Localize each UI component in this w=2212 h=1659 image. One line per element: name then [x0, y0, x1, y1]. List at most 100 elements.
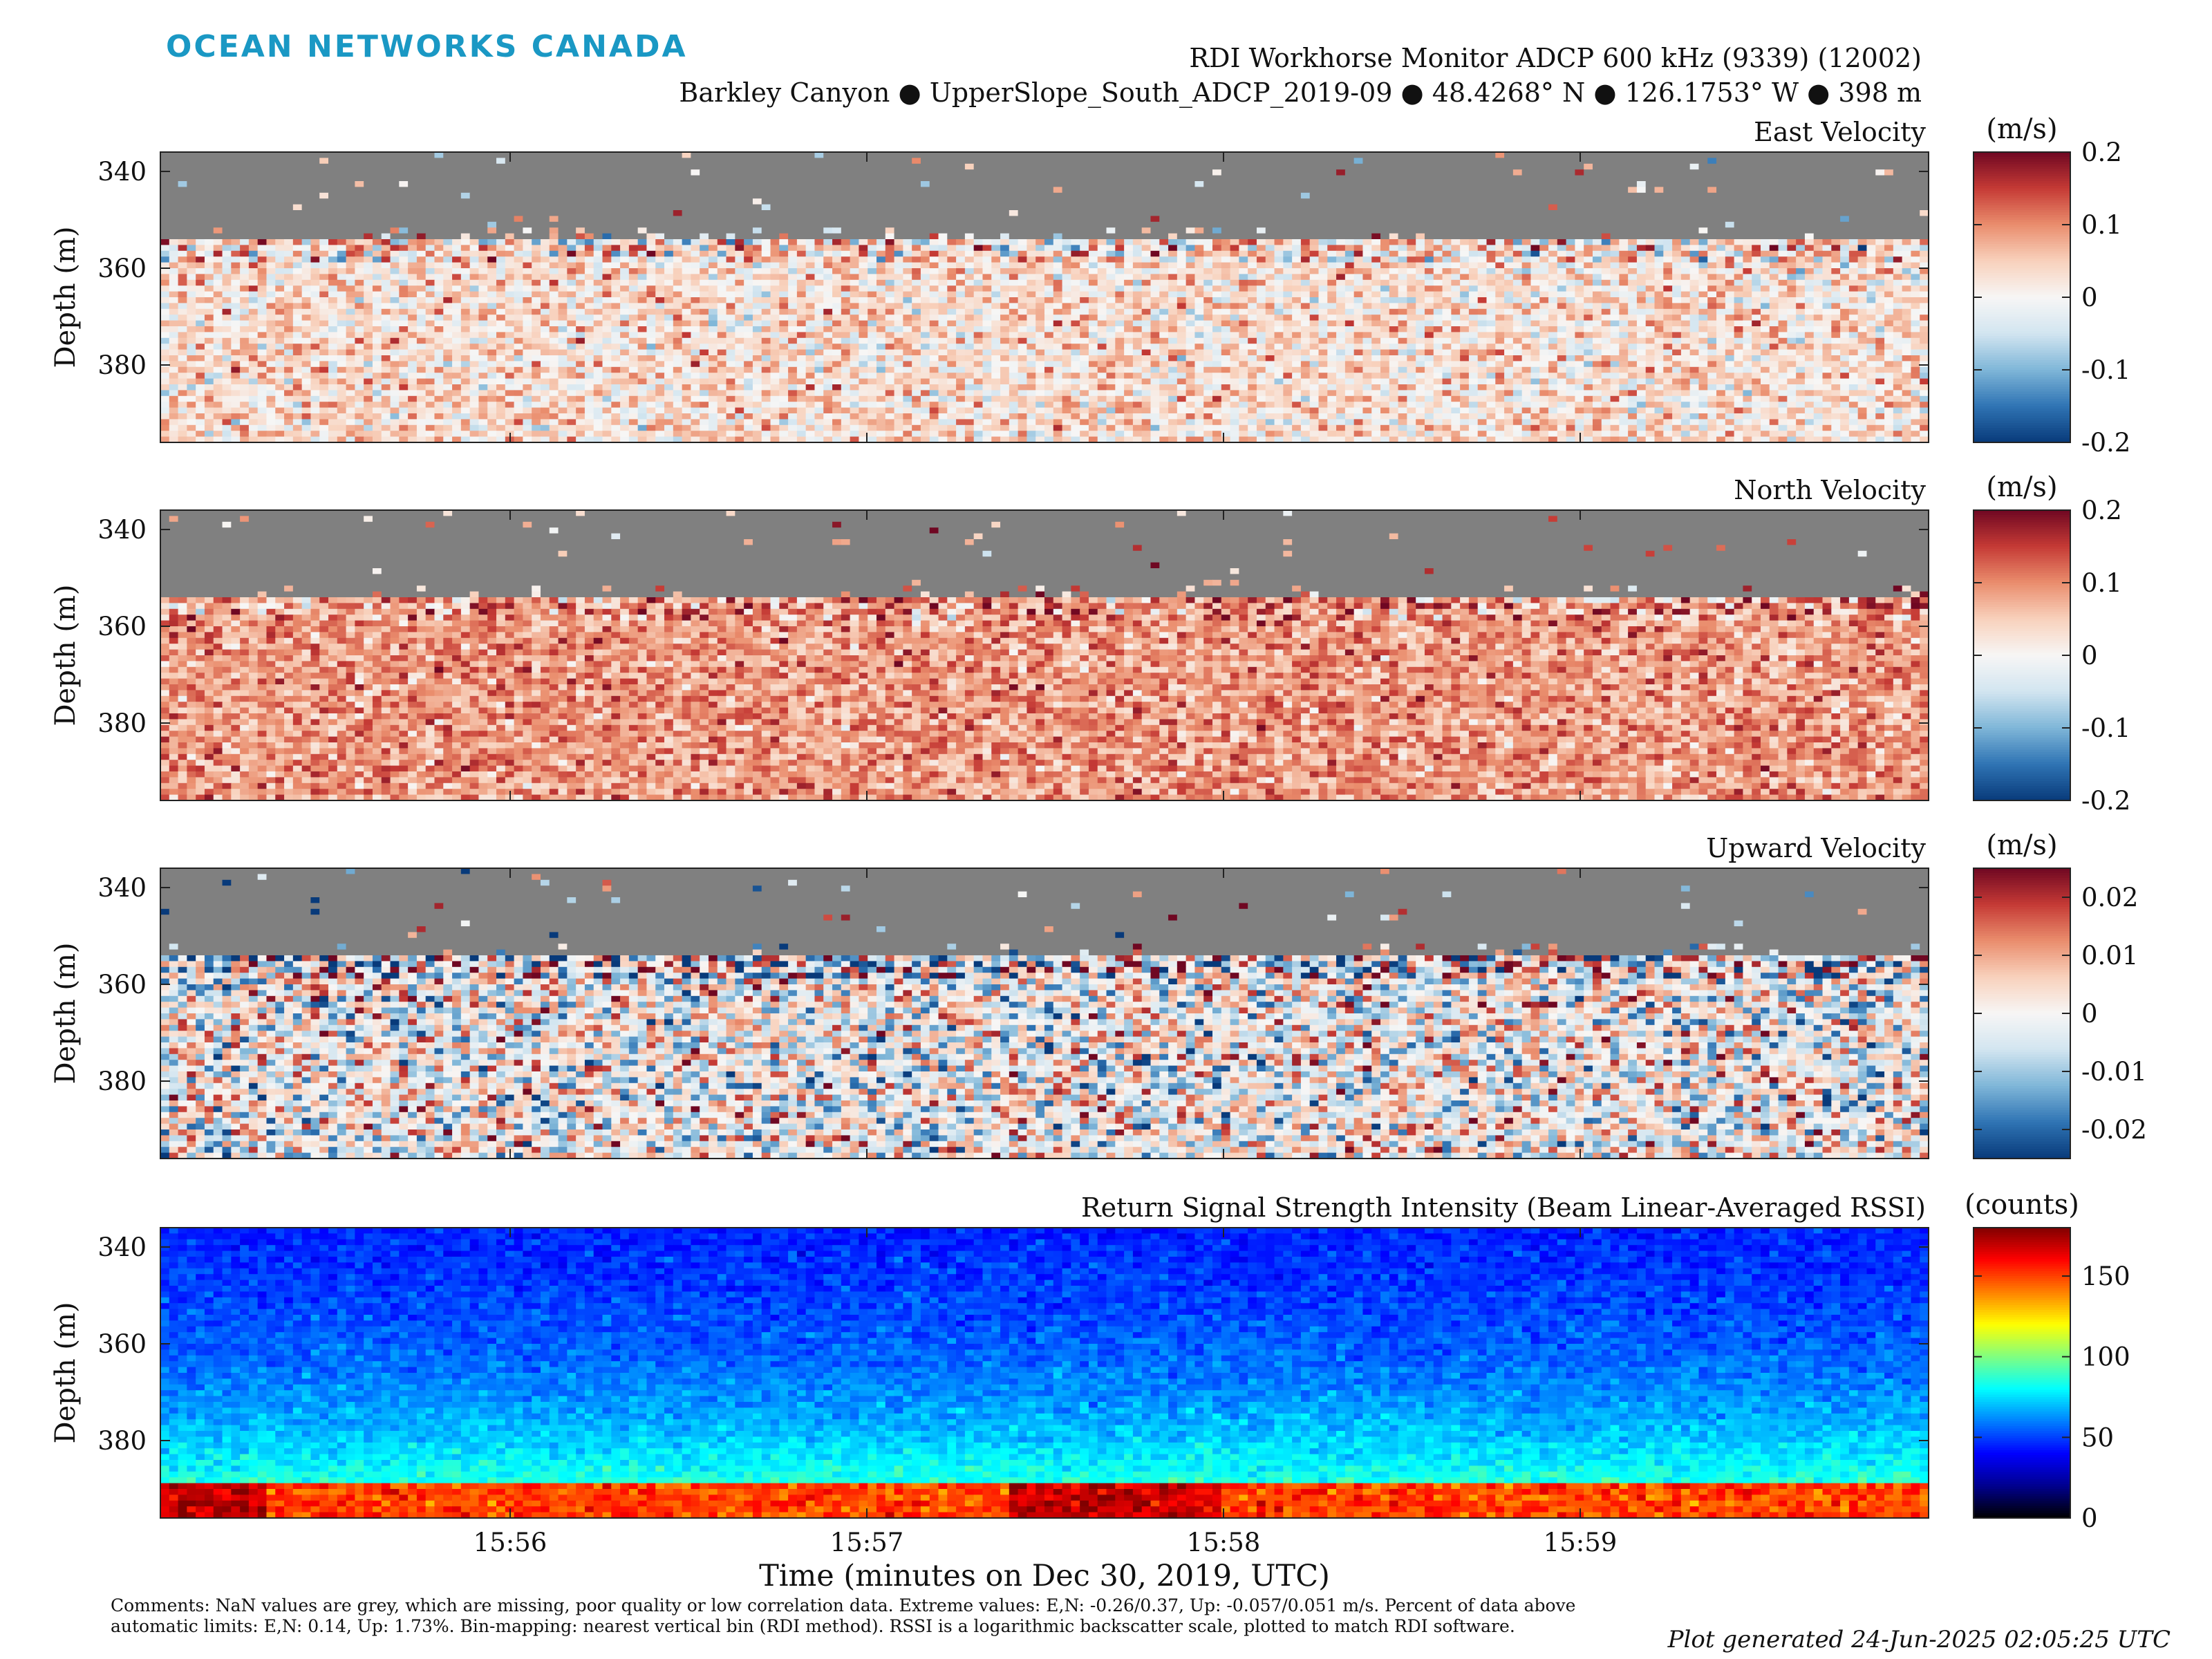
heatmap-cell — [550, 205, 559, 211]
heatmap-cell — [1796, 187, 1805, 193]
heatmap-cell — [1548, 176, 1557, 182]
heatmap-cell — [1292, 158, 1301, 164]
heatmap-cell — [1478, 210, 1487, 216]
heatmap-cell — [1327, 164, 1336, 170]
heatmap-cell — [1035, 176, 1044, 182]
heatmap-cell — [1823, 198, 1832, 205]
heatmap-cell — [214, 234, 223, 240]
heatmap-cell — [912, 210, 921, 216]
heatmap-cell — [1725, 210, 1734, 216]
heatmap-cell — [1875, 176, 1884, 182]
heatmap-cell — [1266, 222, 1275, 228]
heatmap-cell — [1362, 227, 1371, 234]
heatmap-cell — [214, 227, 223, 234]
heatmap-cell — [1186, 205, 1195, 211]
heatmap-cell — [611, 187, 620, 193]
heatmap-cell — [1911, 187, 1920, 193]
heatmap-cell — [417, 216, 426, 222]
heatmap-cell — [319, 158, 328, 164]
heatmap-cell — [1062, 227, 1071, 234]
heatmap-cell — [700, 152, 709, 158]
heatmap-cell — [956, 152, 965, 158]
heatmap-cell — [841, 205, 850, 211]
heatmap-cell — [620, 181, 629, 187]
heatmap-cell — [478, 181, 487, 187]
heatmap-cell — [718, 222, 727, 228]
heatmap-cell — [620, 187, 629, 193]
heatmap-cell — [1062, 210, 1071, 216]
heatmap-cell — [523, 205, 532, 211]
heatmap-cell — [1504, 152, 1513, 158]
heatmap-cell — [1098, 181, 1107, 187]
heatmap-cell — [337, 234, 346, 240]
heatmap-cell — [921, 152, 930, 158]
heatmap-cell — [603, 164, 612, 170]
heatmap-cell — [1557, 216, 1566, 222]
heatmap-cell — [1186, 176, 1195, 182]
heatmap-cell — [1301, 158, 1310, 164]
heatmap-cell — [903, 181, 912, 187]
heatmap-cell — [160, 227, 169, 234]
heatmap-cell — [655, 181, 664, 187]
heatmap-cell — [1770, 205, 1779, 211]
heatmap-cell — [1504, 164, 1513, 170]
heatmap-cell — [1752, 198, 1761, 205]
heatmap-cell — [1434, 169, 1443, 176]
heatmap-cell — [709, 234, 718, 240]
heatmap-cell — [205, 169, 214, 176]
heatmap-cell — [814, 152, 823, 158]
heatmap-cell — [1310, 187, 1319, 193]
heatmap-cell — [1840, 181, 1849, 187]
heatmap-cell — [1310, 169, 1319, 176]
heatmap-cell — [691, 158, 700, 164]
heatmap-cell — [487, 152, 496, 158]
heatmap-cell — [1009, 158, 1018, 164]
heatmap-cell — [1566, 164, 1575, 170]
heatmap-cell — [1371, 176, 1380, 182]
heatmap-cell — [673, 222, 682, 228]
heatmap-cell — [1911, 169, 1920, 176]
heatmap-cell — [832, 176, 841, 182]
heatmap-cell — [1725, 227, 1734, 234]
heatmap-cell — [532, 152, 541, 158]
heatmap-cell — [841, 169, 850, 176]
heatmap-cell — [1071, 216, 1080, 222]
heatmap-cell — [1275, 227, 1284, 234]
heatmap-cell — [1611, 181, 1620, 187]
heatmap-cell — [1584, 158, 1593, 164]
heatmap-cell — [1239, 181, 1248, 187]
heatmap-cell — [1911, 205, 1920, 211]
heatmap-cell — [1770, 158, 1779, 164]
heatmap-cell — [894, 169, 903, 176]
heatmap-cell — [1557, 152, 1566, 158]
heatmap-cell — [700, 164, 709, 170]
heatmap-cell — [1203, 227, 1212, 234]
heatmap-cell — [691, 176, 700, 182]
heatmap-cell — [1292, 152, 1301, 158]
heatmap-cell — [505, 164, 514, 170]
heatmap-cell — [1743, 158, 1752, 164]
heatmap-cell — [231, 198, 240, 205]
heatmap-cell — [1266, 176, 1275, 182]
heatmap-cell — [1124, 216, 1133, 222]
heatmap-cell — [718, 193, 727, 199]
heatmap-cell — [1858, 198, 1867, 205]
heatmap-cell — [1504, 205, 1513, 211]
heatmap-cell — [364, 152, 373, 158]
heatmap-cell — [1504, 193, 1513, 199]
heatmap-cell — [1584, 210, 1593, 216]
heatmap-cell — [894, 181, 903, 187]
heatmap-cell — [903, 187, 912, 193]
heatmap-cell — [1575, 169, 1584, 176]
heatmap-cell — [1301, 193, 1310, 199]
heatmap-cell — [1212, 198, 1221, 205]
heatmap-cell — [814, 193, 823, 199]
heatmap-cell — [1062, 176, 1071, 182]
heatmap-cell — [1548, 187, 1557, 193]
heatmap-cell — [735, 193, 744, 199]
heatmap-cell — [903, 169, 912, 176]
heatmap-cell — [1310, 193, 1319, 199]
heatmap-cell — [1805, 198, 1814, 205]
heatmap-cell — [1107, 176, 1116, 182]
heatmap-cell — [859, 176, 868, 182]
